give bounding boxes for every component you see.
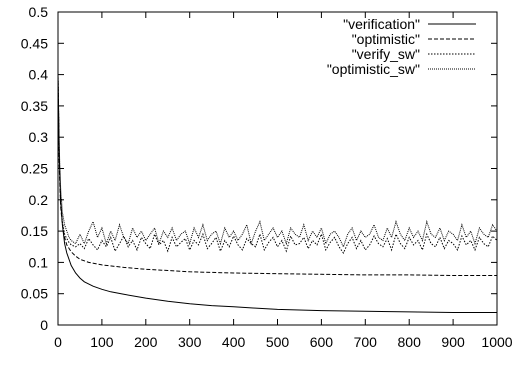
- x-tick-label: 300: [178, 334, 202, 350]
- y-axis: 0 0.05 0.1 0.15 0.2 0.25 0.3 0.35 0.4 0.45 0.5: [21, 4, 497, 333]
- series-optimistic-sw-line: [57, 74, 498, 249]
- y-tick-label: 0: [40, 317, 48, 333]
- legend-label-optimistic: "optimistic": [352, 31, 420, 47]
- series-verify-sw-line: [57, 74, 498, 254]
- y-tick-label: 0.25: [21, 161, 48, 177]
- x-axis: 0 100 200 300 400 500 600 700 800 900 1000: [54, 12, 513, 350]
- x-tick-label: 600: [310, 334, 334, 350]
- series-group: [57, 74, 498, 313]
- x-tick-label: 400: [222, 334, 246, 350]
- x-tick-label: 700: [354, 334, 378, 350]
- x-tick-label: 500: [266, 334, 290, 350]
- x-tick-label: 0: [54, 334, 62, 350]
- x-tick-label: 200: [134, 334, 158, 350]
- y-tick-label: 0.1: [29, 254, 49, 270]
- x-tick-label: 100: [90, 334, 114, 350]
- y-tick-label: 0.05: [21, 286, 48, 302]
- legend-label-optimistic-sw: "optimistic_sw": [327, 61, 420, 77]
- plot-frame: [57, 11, 498, 326]
- y-tick-label: 0.2: [29, 192, 49, 208]
- series-verification-line: [57, 74, 497, 313]
- x-tick-label: 800: [398, 334, 422, 350]
- series-optimistic-line: [57, 74, 497, 276]
- y-tick-label: 0.35: [21, 98, 48, 114]
- x-tick-label: 900: [441, 334, 465, 350]
- y-tick-label: 0.45: [21, 35, 48, 51]
- y-tick-label: 0.15: [21, 223, 48, 239]
- legend-label-verification: "verification": [343, 16, 420, 32]
- legend: "verification""optimistic""verify_sw""op…: [327, 16, 476, 77]
- legend-label-verify-sw: "verify_sw": [352, 46, 420, 62]
- y-tick-label: 0.4: [29, 67, 49, 83]
- y-tick-label: 0.3: [29, 129, 49, 145]
- y-tick-label: 0.5: [29, 4, 49, 20]
- x-tick-label: 1000: [481, 334, 512, 350]
